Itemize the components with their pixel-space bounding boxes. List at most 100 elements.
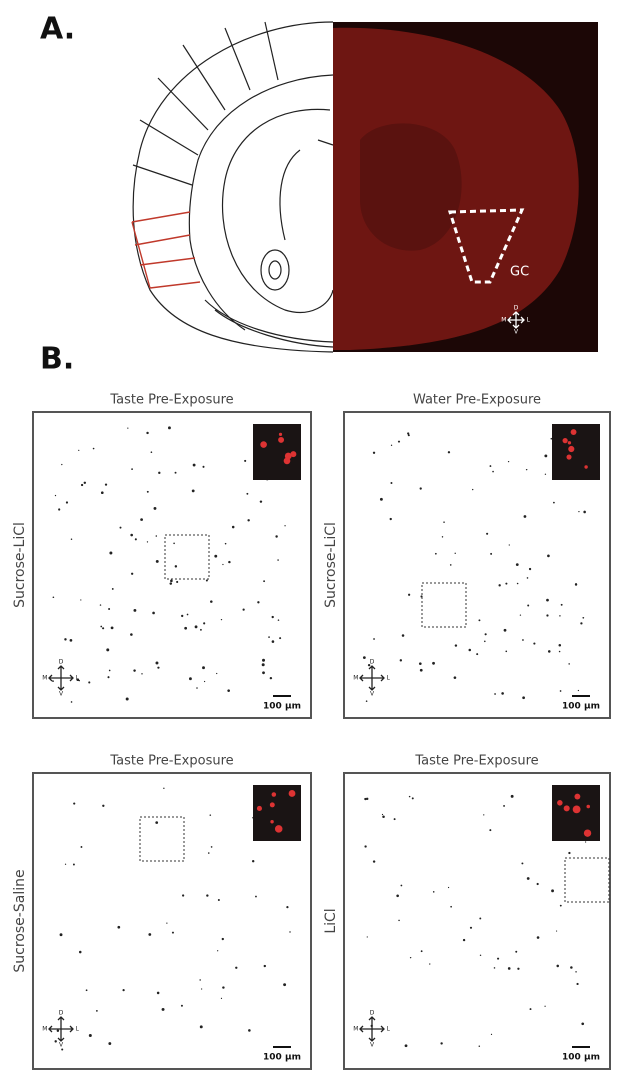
cell-dot <box>490 1033 493 1036</box>
cell-dot <box>140 518 143 521</box>
compass-label: V <box>370 1042 375 1049</box>
compass-label: M <box>42 675 47 682</box>
cell-dot <box>158 471 161 475</box>
cell-dot <box>479 917 482 920</box>
cell-dot <box>146 431 149 435</box>
cell-dot <box>559 904 562 907</box>
cell-dot <box>581 1022 585 1026</box>
cell-dot <box>100 491 104 495</box>
cell-dot <box>407 434 410 437</box>
cell-dot <box>550 437 553 440</box>
cell-dot <box>64 863 67 865</box>
cell-dot <box>247 519 250 522</box>
compass-label: D <box>514 304 519 311</box>
cell-dot <box>521 862 524 865</box>
inset-cell <box>570 429 577 435</box>
cell-dot <box>558 643 562 647</box>
cell-dot <box>526 877 530 880</box>
cell-dot <box>181 614 184 618</box>
cell-dot <box>153 506 157 510</box>
scale-label: 100 μm <box>263 1053 301 1063</box>
cell-dot <box>486 532 489 535</box>
cell-dot <box>257 601 260 604</box>
cell-dot <box>176 580 179 584</box>
cell-dot <box>111 588 114 590</box>
cell-dot <box>277 619 280 621</box>
cell-dot <box>559 615 561 617</box>
cell-dot <box>58 508 61 511</box>
inset-cell <box>563 805 570 812</box>
compass-label: D <box>59 1009 64 1016</box>
cell-dot <box>507 460 510 463</box>
cell-dot <box>279 637 282 640</box>
cell-dot <box>262 671 265 675</box>
cell-dot <box>150 451 153 454</box>
cell-dot <box>484 640 486 643</box>
cell-dot <box>556 964 560 968</box>
brain-micrograph: GC D V M L <box>333 22 598 352</box>
cell-dot <box>574 583 578 586</box>
compass-arrows <box>359 665 385 691</box>
inset-cell <box>274 825 283 833</box>
cell-dot <box>523 515 527 518</box>
cell-dot <box>286 906 289 909</box>
cell-dot <box>501 692 504 695</box>
cell-dot <box>100 625 103 628</box>
cell-dot <box>216 672 218 675</box>
cell-dot <box>408 593 411 596</box>
cell-dot <box>493 967 496 969</box>
cell-dot <box>472 488 474 491</box>
cell-dot <box>125 697 129 701</box>
cell-dot <box>582 616 585 619</box>
cell-dot <box>220 997 223 999</box>
row-label: LiCl <box>323 908 339 933</box>
cell-dot <box>533 642 536 645</box>
inset-cell <box>269 802 275 808</box>
cell-dot <box>155 821 159 824</box>
compass-label: M <box>501 317 506 324</box>
cell-dot <box>127 427 129 429</box>
cell-dot <box>527 604 530 607</box>
cell-dot <box>544 473 547 475</box>
cell-dot <box>78 950 82 954</box>
inset-cell <box>557 800 563 806</box>
cell-dot <box>169 582 173 585</box>
cell-dot <box>453 676 457 679</box>
cell-dot <box>440 1042 443 1045</box>
inset-cell <box>290 451 297 458</box>
cell-dot <box>575 971 577 973</box>
cell-dot <box>174 471 177 474</box>
cell-dot <box>570 966 573 969</box>
compass-label: L <box>527 317 531 324</box>
cell-dot <box>61 463 63 466</box>
cell-dot <box>517 967 520 970</box>
cell-dot <box>251 859 255 863</box>
cell-dot <box>134 538 137 541</box>
cell-dot <box>78 449 80 452</box>
cell-dot <box>432 661 435 665</box>
cell-dot <box>217 898 220 902</box>
cell-dot <box>263 964 267 968</box>
row-label: Sucrose-LiCl <box>12 522 28 608</box>
cell-dot <box>192 463 196 467</box>
cell-dot <box>418 662 422 666</box>
cell-dot <box>104 483 108 486</box>
cell-dot <box>73 802 76 805</box>
cell-dot <box>469 926 473 929</box>
zoom-box <box>564 857 610 903</box>
compass-label: V <box>59 691 64 698</box>
cell-dot <box>476 653 479 656</box>
cell-dot <box>54 1040 57 1043</box>
inset-cell <box>271 792 277 797</box>
cell-dot <box>468 648 472 652</box>
zoom-box <box>421 582 467 628</box>
cell-dot <box>228 560 231 564</box>
cell-dot <box>529 1008 532 1011</box>
cell-dot <box>389 517 392 521</box>
cell-dot <box>432 891 435 893</box>
cell-dot <box>255 895 257 898</box>
cell-dot <box>409 956 412 959</box>
inset-cell <box>256 805 262 812</box>
cell-dot <box>155 535 158 537</box>
cell-dot <box>497 957 500 960</box>
